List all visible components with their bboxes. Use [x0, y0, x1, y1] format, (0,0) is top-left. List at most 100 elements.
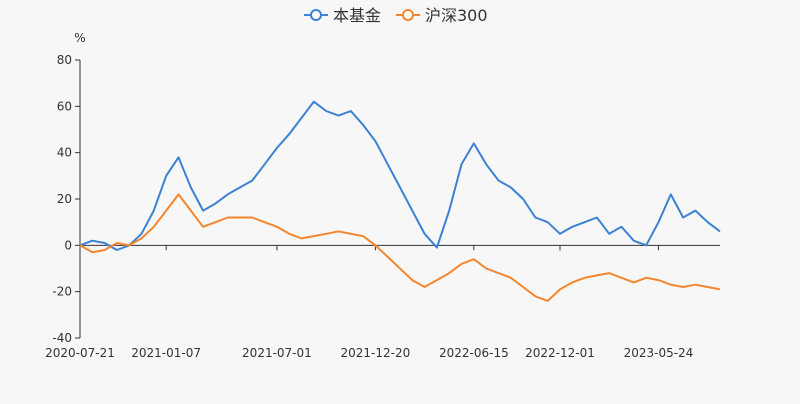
data-point	[324, 232, 328, 236]
data-point	[583, 276, 587, 280]
legend-marker-icon	[310, 9, 322, 21]
data-point	[435, 278, 439, 282]
data-point	[447, 271, 451, 275]
y-tick-label: 0	[64, 238, 72, 252]
data-point	[176, 155, 180, 159]
legend-label: 沪深300	[425, 6, 488, 25]
data-point	[127, 243, 131, 247]
data-point	[238, 216, 242, 220]
data-point	[152, 209, 156, 213]
data-point	[632, 239, 636, 243]
series-csi300	[79, 192, 722, 303]
data-point	[620, 225, 624, 229]
data-point	[152, 225, 156, 229]
data-point	[361, 234, 365, 238]
data-point	[410, 209, 414, 213]
data-point	[693, 209, 697, 213]
data-point	[435, 246, 439, 250]
x-tick-label: 2023-05-24	[624, 346, 694, 360]
data-point	[546, 299, 550, 303]
data-point	[336, 114, 340, 118]
data-point	[226, 192, 230, 196]
data-point	[595, 273, 599, 277]
legend-item-fund[interactable]: 本基金	[304, 6, 381, 25]
data-point	[164, 209, 168, 213]
data-point	[336, 229, 340, 233]
data-point	[460, 262, 464, 266]
data-point	[287, 232, 291, 236]
data-point	[447, 209, 451, 213]
data-point	[632, 280, 636, 284]
data-point	[349, 232, 353, 236]
data-point	[140, 232, 144, 236]
x-axis: 2020-07-21 2021-01-07 2021-07-01 2021-12-20…	[45, 244, 720, 360]
y-tick-label: 40	[57, 146, 72, 160]
data-point	[201, 225, 205, 229]
data-point	[164, 174, 168, 178]
data-point	[189, 209, 193, 213]
data-point	[398, 267, 402, 271]
x-tick-label: 2021-12-20	[341, 346, 411, 360]
data-point	[275, 146, 279, 150]
data-point	[496, 178, 500, 182]
data-point	[361, 123, 365, 127]
data-point	[300, 236, 304, 240]
data-point	[706, 220, 710, 224]
data-point	[103, 241, 107, 245]
data-point	[718, 229, 722, 233]
data-point	[90, 239, 94, 243]
legend-label: 本基金	[333, 6, 381, 25]
data-point	[570, 280, 574, 284]
data-point	[423, 232, 427, 236]
data-point	[570, 225, 574, 229]
data-point	[472, 141, 476, 145]
data-point	[373, 243, 377, 247]
legend[interactable]: 本基金 沪深300	[304, 6, 488, 25]
data-point	[213, 220, 217, 224]
y-tick-label: -40	[52, 331, 72, 345]
data-point	[250, 216, 254, 220]
data-point	[103, 248, 107, 252]
y-axis: % -40 -20 0 20 40 60 80	[52, 31, 85, 345]
data-point	[546, 220, 550, 224]
y-tick-label: 20	[57, 192, 72, 206]
data-point	[533, 294, 537, 298]
data-point	[90, 250, 94, 254]
data-point	[509, 276, 513, 280]
data-point	[398, 185, 402, 189]
series-line	[79, 100, 721, 251]
data-point	[706, 285, 710, 289]
data-point	[718, 287, 722, 291]
data-point	[300, 116, 304, 120]
data-point	[226, 216, 230, 220]
data-point	[484, 267, 488, 271]
data-point	[521, 197, 525, 201]
data-point	[681, 285, 685, 289]
data-point	[115, 248, 119, 252]
data-point	[656, 278, 660, 282]
data-point	[373, 139, 377, 143]
data-point	[509, 185, 513, 189]
data-point	[250, 178, 254, 182]
x-tick-label: 2020-07-21	[45, 346, 115, 360]
data-point	[644, 243, 648, 247]
data-point	[386, 162, 390, 166]
data-point	[115, 241, 119, 245]
data-point	[213, 202, 217, 206]
data-point	[669, 192, 673, 196]
data-point	[681, 216, 685, 220]
legend-item-csi300[interactable]: 沪深300	[396, 6, 488, 25]
data-point	[496, 271, 500, 275]
data-point	[176, 192, 180, 196]
series-fund	[79, 100, 722, 252]
data-point	[607, 271, 611, 275]
data-point	[620, 276, 624, 280]
data-point	[583, 220, 587, 224]
data-point	[324, 109, 328, 113]
data-point	[263, 162, 267, 166]
data-point	[693, 283, 697, 287]
data-point	[558, 232, 562, 236]
data-point	[595, 216, 599, 220]
